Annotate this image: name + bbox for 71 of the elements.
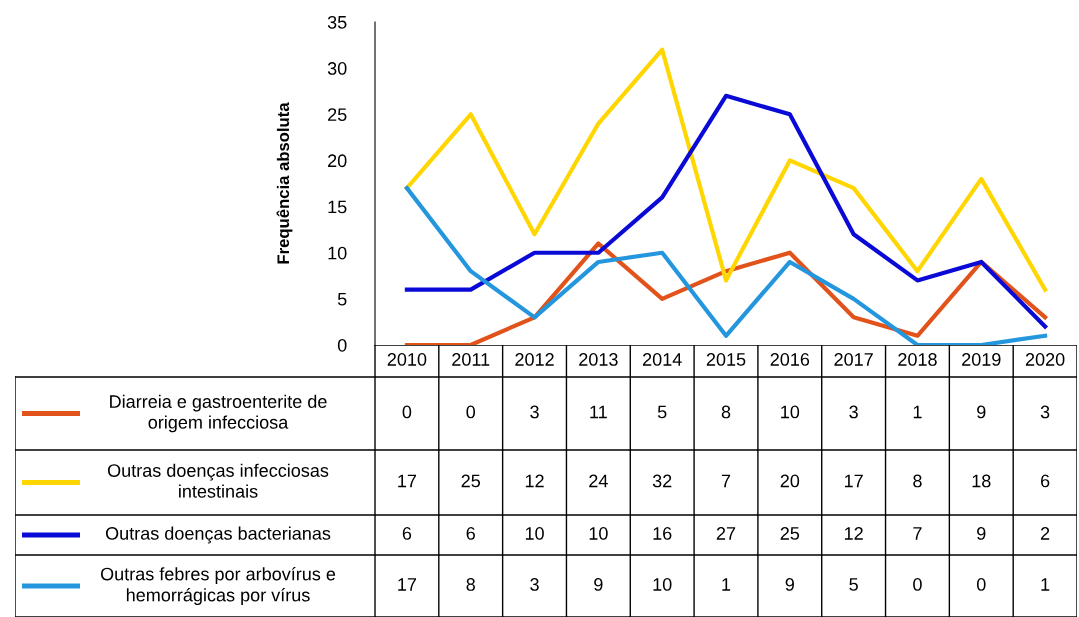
x-tick-label: 2015 xyxy=(706,353,746,366)
data-label: 17 xyxy=(398,578,417,591)
x-tick-label: 2013 xyxy=(579,353,618,366)
data-label: 8 xyxy=(721,405,731,419)
data-label: 9 xyxy=(785,578,794,591)
legend-label: Diarreia e gastroenterite de origem infecciosa xyxy=(110,394,327,433)
data-label: 6 xyxy=(402,527,412,540)
data-label: 6 xyxy=(466,527,475,540)
data-label: 5 xyxy=(849,578,858,591)
line-series xyxy=(404,93,1048,329)
y-tick-label: 0 xyxy=(337,338,347,352)
x-tick-label: 2014 xyxy=(643,353,682,366)
y-tick-label: 25 xyxy=(328,108,347,122)
line-series xyxy=(404,186,1048,345)
data-label: 3 xyxy=(530,578,539,591)
data-label: 3 xyxy=(530,405,539,419)
data-label: 16 xyxy=(653,527,672,540)
x-tick-label: 2011 xyxy=(452,353,490,366)
data-label: 10 xyxy=(589,527,608,540)
data-label: 1 xyxy=(722,578,731,591)
y-tick-label: 5 xyxy=(337,292,347,306)
data-label: 17 xyxy=(844,474,863,488)
data-label: 2 xyxy=(1040,527,1050,540)
x-tick-label: 2017 xyxy=(834,353,873,366)
data-label: 3 xyxy=(1040,405,1050,419)
data-label: 9 xyxy=(594,578,603,591)
y-axis-title: Frequência absoluta xyxy=(276,102,293,264)
data-label: 12 xyxy=(525,474,544,488)
data-label: 20 xyxy=(780,474,800,488)
data-label: 8 xyxy=(913,474,922,488)
y-tick-label: 20 xyxy=(328,154,347,168)
data-label: 10 xyxy=(781,405,800,419)
x-tick-label: 2016 xyxy=(770,353,810,366)
data-label: 25 xyxy=(780,527,800,540)
data-label: 32 xyxy=(652,474,672,488)
data-label: 11 xyxy=(590,405,607,419)
data-label: 27 xyxy=(716,527,736,540)
data-label: 7 xyxy=(913,527,922,540)
data-label: 5 xyxy=(657,405,667,419)
y-tick-label: 10 xyxy=(328,246,347,260)
data-label: 25 xyxy=(461,474,481,488)
x-tick-label: 2019 xyxy=(962,353,1001,366)
x-tick-label: 2018 xyxy=(898,353,937,366)
data-label: 3 xyxy=(849,405,858,419)
data-label: 9 xyxy=(977,527,986,540)
legend-label: Outras doenças bacterianas xyxy=(105,526,331,544)
legend-label: Outras doenças infecciosas intestinais xyxy=(107,463,329,498)
y-tick-label: 35 xyxy=(327,15,347,29)
data-label: 24 xyxy=(589,474,608,488)
data-label: 0 xyxy=(913,578,922,591)
data-label: 1 xyxy=(1041,578,1050,591)
data-label: 0 xyxy=(402,405,412,419)
x-tick-label: 2012 xyxy=(515,353,554,366)
data-label: 18 xyxy=(972,474,991,488)
data-label: 10 xyxy=(653,578,672,591)
data-label: 6 xyxy=(1040,474,1050,488)
data-label: 8 xyxy=(466,578,475,591)
data-label: 10 xyxy=(525,527,544,540)
x-tick-label: 2010 xyxy=(387,353,427,366)
data-label: 0 xyxy=(976,578,986,591)
y-tick-label: 15 xyxy=(328,200,347,214)
data-label: 0 xyxy=(466,405,476,419)
line-series xyxy=(404,47,1048,292)
legend-label: Outras febres por arbovírus e hemorrágicas por vírus xyxy=(100,566,336,606)
data-label: 12 xyxy=(844,527,863,540)
data-label: 17 xyxy=(398,474,417,488)
y-tick-label: 30 xyxy=(327,62,347,75)
data-label: 7 xyxy=(721,474,731,488)
data-label: 1 xyxy=(913,405,922,419)
data-label: 9 xyxy=(977,405,986,419)
x-tick-label: 2020 xyxy=(1025,353,1065,366)
